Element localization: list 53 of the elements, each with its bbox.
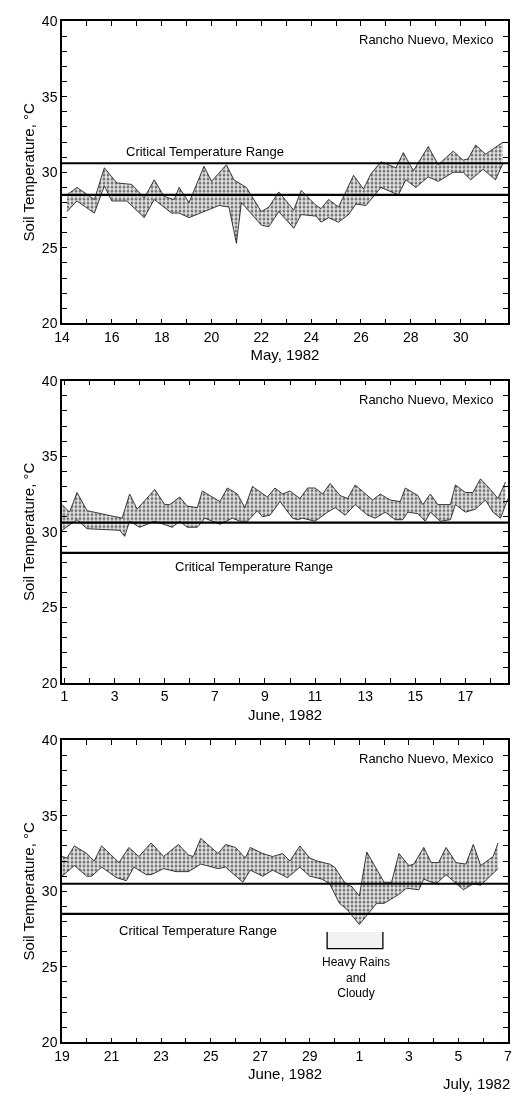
x-tick-label: 16 xyxy=(104,328,120,345)
x-tick-label: 21 xyxy=(103,1047,120,1064)
text: July, 1982 xyxy=(443,1075,511,1092)
y-tick-label: 30 xyxy=(41,523,58,540)
y-tick-label: 30 xyxy=(41,883,58,900)
x-tick-label: 22 xyxy=(253,328,270,345)
annotation: Rancho Nuevo, Mexico xyxy=(359,32,494,47)
x-tick-label: 5 xyxy=(454,1047,463,1064)
x-tick-label: 25 xyxy=(202,1047,219,1064)
annotation: Critical Temperature Range xyxy=(175,559,333,574)
y-tick-label: 40 xyxy=(41,13,58,30)
x-tick-label: 15 xyxy=(407,688,424,705)
x-tick-label: 5 xyxy=(160,688,169,705)
y-tick-label: 35 xyxy=(41,807,58,824)
y-tick-label: 20 xyxy=(41,674,58,691)
x-tick-label: 29 xyxy=(301,1047,318,1064)
y-tick-label: 35 xyxy=(41,448,58,465)
x-axis-title: June, 1982 xyxy=(247,1065,323,1083)
annotation: Rancho Nuevo, Mexico xyxy=(359,751,494,766)
x-tick-label: 23 xyxy=(153,1047,170,1064)
x-axis-title: May, 1982 xyxy=(250,346,320,364)
y-axis-title: Soil Temperature, °C xyxy=(19,102,37,242)
x-tick-label: 30 xyxy=(452,328,469,345)
x-tick-label: 7 xyxy=(210,688,219,705)
x-tick-label: 1 xyxy=(355,1047,364,1064)
x-tick-label: 9 xyxy=(261,688,270,705)
y-axis-title: Soil Temperature, °C xyxy=(19,462,37,601)
x-tick-label: 3 xyxy=(404,1047,413,1064)
x-tick-label: 13 xyxy=(357,688,374,705)
x-tick-label: 27 xyxy=(252,1047,269,1064)
annotation: Critical Temperature Range xyxy=(126,144,284,159)
y-tick-label: 25 xyxy=(41,599,58,616)
x-tick-label: 7 xyxy=(504,1047,513,1064)
y-tick-label: 35 xyxy=(41,88,58,105)
x-tick-label: 20 xyxy=(203,328,220,345)
annotation: Rancho Nuevo, Mexico xyxy=(359,392,494,407)
y-tick-label: 25 xyxy=(41,239,58,256)
x-tick-label: 28 xyxy=(403,328,419,345)
x-tick-label: 3 xyxy=(110,688,119,705)
band-label: Heavy Rains and Cloudy xyxy=(322,955,391,1001)
y-tick-label: 40 xyxy=(41,372,58,389)
x-tick-label: 11 xyxy=(307,688,323,705)
x-tick-label: 24 xyxy=(303,328,320,345)
x-tick-label: 17 xyxy=(457,688,474,705)
x-tick-label: 26 xyxy=(353,328,369,345)
y-axis-title: Soil Temperature, °C xyxy=(19,821,37,961)
y-tick-label: 40 xyxy=(41,732,58,749)
y-tick-label: 30 xyxy=(41,164,58,181)
annotation: Critical Temperature Range xyxy=(119,923,277,938)
y-tick-label: 25 xyxy=(41,958,58,975)
x-tick-label: 18 xyxy=(153,328,170,345)
x-axis-title: June, 1982 xyxy=(247,705,323,723)
x-tick-label: 1 xyxy=(60,688,69,705)
